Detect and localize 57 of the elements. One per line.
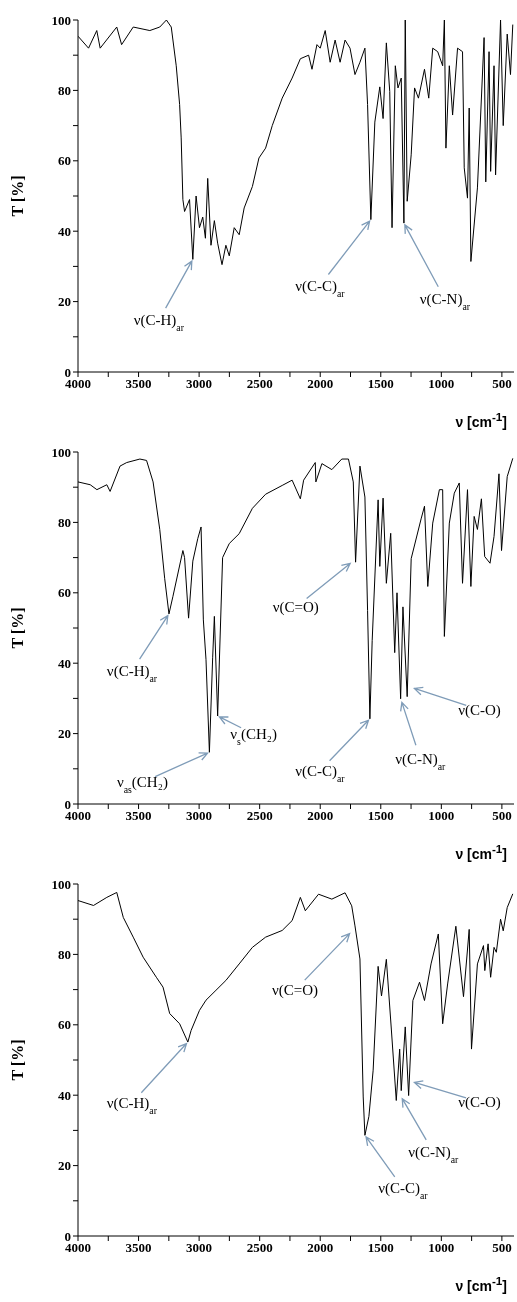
annotation: ν(C-C)$_{ar}$ (295, 277, 346, 299)
annotation: ν(C-C)$_{ar}$ (378, 1180, 429, 1201)
x-tick-label: 1500 (367, 808, 394, 824)
y-tick-label: 80 (58, 515, 71, 531)
x-tick-label: 1500 (367, 376, 394, 392)
x-axis-title: ν [cm$^{-1}$] (455, 842, 507, 862)
y-tick-label: 80 (58, 947, 71, 963)
y-tick-label: 60 (58, 1017, 71, 1033)
x-axis-title: ν [cm$^{-1}$] (455, 1274, 507, 1294)
annotation: ν$_{as}$(CH₂) (116, 774, 168, 795)
y-axis-title: T [%] (9, 607, 27, 649)
x-tick-label: 2000 (307, 808, 334, 824)
x-tick-label: 2000 (307, 1240, 334, 1256)
y-tick-label: 40 (58, 223, 71, 239)
annotation: ν(C-C)$_{ar}$ (295, 762, 346, 784)
x-tick-label: 1000 (428, 1240, 455, 1256)
x-tick-label: 1000 (428, 808, 455, 824)
x-tick-label: 1500 (367, 1240, 394, 1256)
x-tick-label: 3000 (186, 808, 213, 824)
annotation: ν(C-H)$_{ar}$ (106, 662, 158, 684)
x-tick-label: 3500 (125, 808, 152, 824)
x-tick-label: 500 (492, 376, 512, 392)
y-tick-label: 20 (58, 1158, 71, 1174)
y-tick-label: 40 (58, 1087, 71, 1103)
annotation: ν(C-N)$_{ar}$ (395, 750, 447, 772)
y-tick-label: 20 (58, 726, 71, 742)
annotation: ν(C-N)$_{ar}$ (408, 1143, 460, 1165)
x-tick-label: 3000 (186, 1240, 213, 1256)
annotation: ν$_{s}$(CH₂) (230, 726, 277, 747)
y-axis-title: T [%] (9, 175, 27, 217)
y-tick-label: 60 (58, 585, 71, 601)
annotation: ν(C=O) (272, 599, 319, 617)
x-tick-label: 3000 (186, 376, 213, 392)
annotation: ν(C-H)$_{ar}$ (106, 1095, 158, 1116)
x-tick-label: 2500 (246, 376, 273, 392)
y-tick-label: 100 (51, 876, 71, 892)
y-tick-label: 100 (51, 12, 71, 28)
x-tick-label: 2500 (246, 1240, 273, 1256)
annotation: ν(C-H)$_{ar}$ (133, 312, 185, 333)
x-axis-title: ν [cm$^{-1}$] (455, 410, 507, 430)
x-tick-label: 1000 (428, 376, 455, 392)
y-tick-label: 80 (58, 83, 71, 99)
x-tick-label: 3500 (125, 376, 152, 392)
annotation: ν(C-O) (458, 701, 501, 719)
annotation: ν(C-N)$_{ar}$ (419, 291, 471, 312)
x-tick-label: 2000 (307, 376, 334, 392)
y-tick-label: 20 (58, 294, 71, 310)
annotation: ν(C-O) (458, 1093, 501, 1111)
x-tick-label: 500 (492, 808, 512, 824)
annotation: ν(C=O) (271, 982, 319, 1000)
x-tick-label: 500 (492, 1240, 512, 1256)
x-tick-label: 2500 (246, 808, 273, 824)
x-tick-label: 3500 (125, 1240, 152, 1256)
y-axis-title: T [%] (9, 1039, 27, 1081)
y-tick-label: 100 (51, 444, 71, 460)
y-tick-label: 60 (58, 153, 71, 169)
y-tick-label: 40 (58, 655, 71, 671)
